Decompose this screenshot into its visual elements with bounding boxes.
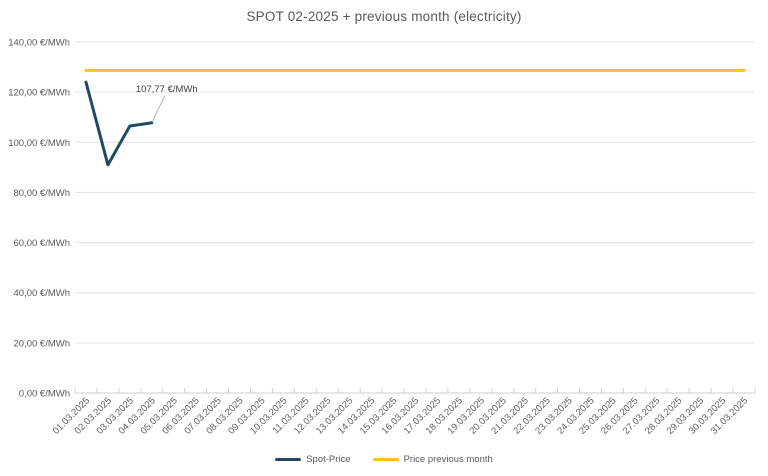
y-axis-label: 80,00 €/MWh <box>14 188 71 199</box>
spot-price-line-swatch-icon <box>275 457 302 461</box>
y-axis-label: 120,00 €/MWh <box>8 88 70 99</box>
y-axis-label: 140,00 €/MWh <box>8 38 70 49</box>
y-axis-label: 40,00 €/MWh <box>14 288 71 299</box>
previous-month-line-swatch-icon <box>372 457 399 461</box>
y-axis-label: 0,00 €/MWh <box>19 389 70 400</box>
y-axis-label: 60,00 €/MWh <box>14 238 71 249</box>
chart-legend: Spot-Price Price previous month <box>0 450 768 468</box>
legend-item-spot-price: Spot-Price <box>275 453 351 465</box>
legend-label-price-previous-month: Price previous month <box>403 453 493 465</box>
annotation-leader-line <box>152 95 166 122</box>
series-line-spot-price <box>84 80 154 167</box>
legend-label-spot-price: Spot-Price <box>306 453 351 465</box>
y-axis-label: 20,00 €/MWh <box>14 338 71 349</box>
y-axis-label: 100,00 €/MWh <box>8 138 70 149</box>
legend-item-price-previous-month: Price previous month <box>372 453 493 465</box>
data-label-annotation: 107,77 €/MWh <box>136 84 198 95</box>
chart-title: SPOT 02-2025 + previous month (electrici… <box>246 9 522 24</box>
